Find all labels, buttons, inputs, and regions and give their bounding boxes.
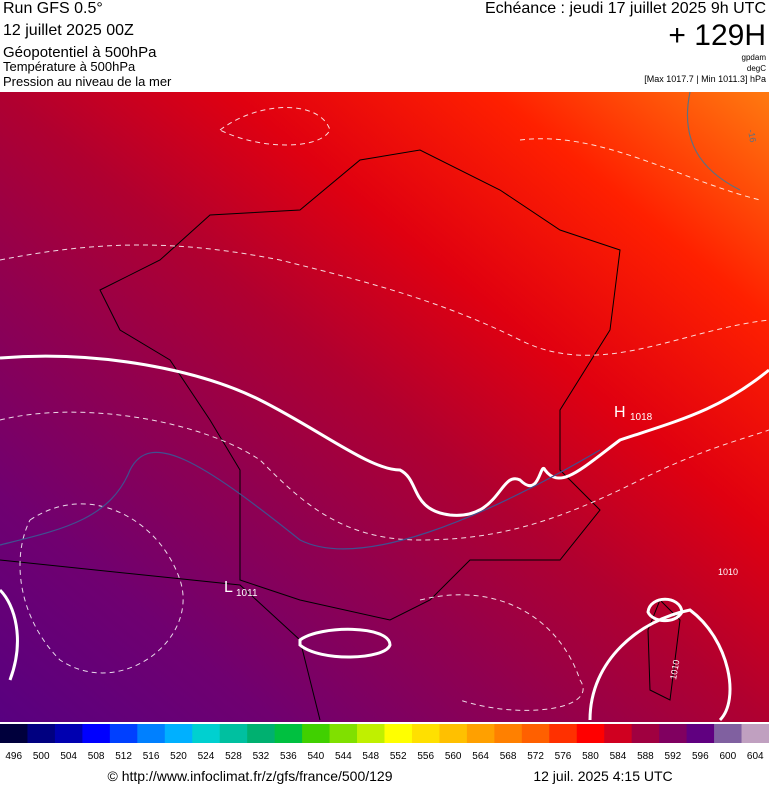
scale-swatch	[82, 724, 111, 743]
scale-label: 520	[170, 751, 187, 762]
temperature-line	[686, 91, 741, 191]
scale-swatch	[164, 724, 193, 743]
scale-swatch	[521, 724, 550, 743]
low-marker: L	[224, 579, 233, 596]
run-date: 12 juillet 2025 00Z	[3, 22, 134, 39]
scale-label: 572	[527, 751, 544, 762]
scale-swatch	[686, 724, 715, 743]
scale-label: 504	[60, 751, 77, 762]
scale-label: 568	[500, 751, 517, 762]
pressure-range: [Max 1017.7 | Min 1011.3] hPa	[644, 74, 766, 84]
valid-time: Echéance : jeudi 17 juillet 2025 9h UTC	[485, 0, 766, 17]
scale-label: 500	[33, 751, 50, 762]
scale-label: 564	[472, 751, 489, 762]
scale-label: 528	[225, 751, 242, 762]
scale-label: 496	[5, 751, 22, 762]
scale-label: 580	[582, 751, 599, 762]
temperature-contours	[0, 107, 769, 711]
scale-swatch	[109, 724, 138, 743]
temperature-line	[0, 449, 601, 550]
scale-label: 576	[555, 751, 572, 762]
scale-label: 540	[307, 751, 324, 762]
scale-label: 588	[637, 751, 654, 762]
scale-swatch	[357, 724, 385, 743]
scale-label: 552	[390, 751, 407, 762]
run-title: Run GFS 0.5°	[3, 0, 103, 17]
lead-time: + 129H	[668, 19, 766, 52]
scale-label: 604	[747, 751, 764, 762]
scale-swatch	[411, 724, 440, 743]
scale-label: 600	[719, 751, 736, 762]
map-field	[0, 92, 769, 722]
scale-label: 512	[115, 751, 132, 762]
high-value: 1018	[630, 412, 653, 423]
scale-label: 584	[610, 751, 627, 762]
scale-swatch	[549, 724, 578, 743]
color-scale: 496 500 504 508 512 516 520 524 528 532 536 540 544 5…	[0, 724, 769, 762]
scale-swatch	[274, 724, 303, 743]
scale-label: 532	[253, 751, 270, 762]
scale-swatch	[631, 724, 660, 743]
scale-label: 524	[198, 751, 215, 762]
source[interactable]: © http://www.infoclimat.fr/z/gfs/france/…	[108, 768, 393, 784]
scale-label: 536	[280, 751, 297, 762]
scale-label: 592	[665, 751, 682, 762]
low-value: 1011	[236, 588, 258, 599]
high-marker: H	[614, 404, 626, 421]
scale-label: 548	[362, 751, 379, 762]
scale-swatch	[192, 724, 221, 743]
scale-swatch	[604, 724, 633, 743]
scale-label: 596	[692, 751, 709, 762]
scale-label: 556	[417, 751, 434, 762]
scale-swatch	[576, 724, 605, 743]
scale-label: 560	[445, 751, 462, 762]
scale-swatch	[494, 724, 523, 743]
scale-swatch	[54, 724, 83, 743]
field-subtitle: Pression au niveau de la mer	[3, 74, 172, 89]
scale-label: 544	[335, 751, 352, 762]
scale-swatch	[466, 724, 495, 743]
generated-time: 12 juil. 2025 4:15 UTC	[533, 768, 672, 784]
scale-swatch	[302, 724, 331, 743]
scale-swatch	[714, 724, 743, 743]
unit: gpdam	[742, 53, 767, 62]
isobar-label: 1010	[718, 567, 738, 577]
unit: degC	[747, 64, 766, 73]
scale-swatch	[247, 724, 276, 743]
scale-swatch	[384, 724, 413, 743]
scale-swatch	[219, 724, 248, 743]
scale-swatch	[0, 724, 28, 743]
scale-swatch	[329, 724, 358, 743]
scale-label: 508	[88, 751, 105, 762]
scale-swatch	[659, 724, 688, 743]
scale-swatch	[439, 724, 468, 743]
temperature-label: -16	[746, 129, 758, 144]
scale-swatch	[741, 724, 769, 743]
isobars	[0, 354, 769, 722]
field-subtitle: Température à 500hPa	[3, 59, 136, 74]
isobar-label: 1010	[668, 659, 681, 680]
scale-label: 516	[143, 751, 160, 762]
scale-swatch	[137, 724, 166, 743]
scale-swatch	[27, 724, 56, 743]
field-title: Géopotentiel à 500hPa	[3, 44, 157, 61]
